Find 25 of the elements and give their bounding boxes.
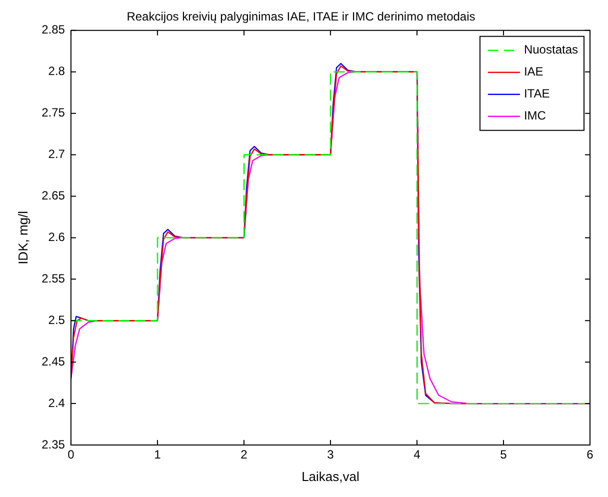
- x-tick-label: 2: [240, 448, 248, 462]
- y-tick-label: 2.6: [48, 230, 66, 244]
- x-tick-label: 6: [586, 448, 594, 462]
- legend-label: Nuostatas: [524, 42, 578, 57]
- y-tick-label: 2.8: [48, 64, 66, 78]
- y-tick-label: 2.55: [42, 271, 66, 286]
- y-tick-label: 2.75: [42, 106, 66, 120]
- legend-label: IAE: [524, 64, 544, 79]
- y-tick-label: 2.45: [42, 354, 66, 368]
- legend-label: IMC: [524, 108, 546, 123]
- y-axis-title: IDK, mg/l: [15, 210, 30, 264]
- x-tick-label: 0: [68, 448, 75, 462]
- y-tick-label: 2.5: [48, 312, 66, 327]
- x-tick-label: 4: [414, 448, 421, 462]
- y-tick-label: 2.35: [42, 437, 66, 452]
- x-axis-title: Laikas,val: [302, 468, 360, 484]
- legend-label: ITAE: [524, 86, 550, 101]
- x-tick-label: 5: [500, 448, 508, 462]
- y-tick-label: 2.4: [48, 396, 66, 410]
- chart-title: Reakcijos kreivių palyginimas IAE, ITAE ir IMC derinimo metodais: [126, 10, 476, 24]
- y-tick-label: 2.7: [48, 147, 66, 162]
- x-tick-label: 3: [327, 448, 334, 462]
- x-tick-label: 1: [154, 448, 162, 462]
- y-tick-label: 2.85: [42, 22, 66, 37]
- y-tick-label: 2.65: [42, 188, 66, 203]
